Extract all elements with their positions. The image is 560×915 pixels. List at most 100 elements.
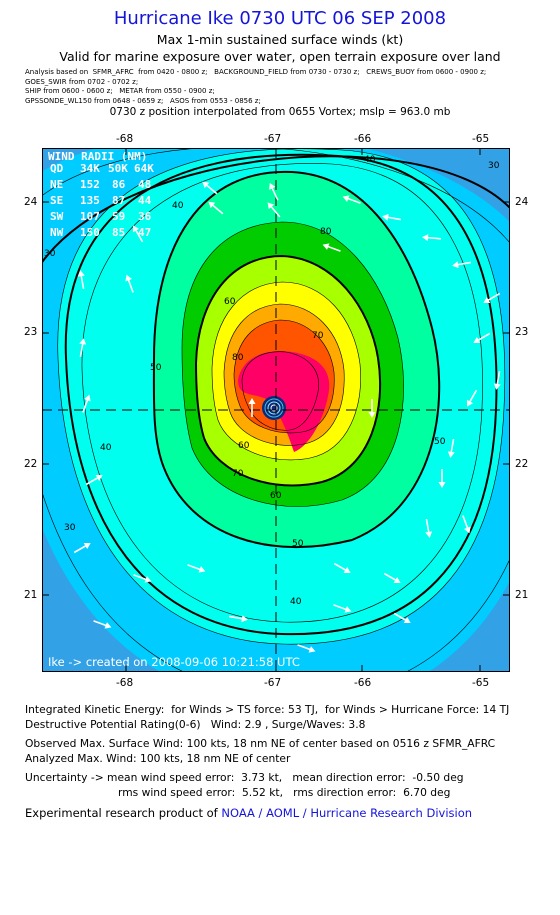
lon-tick-top: -68 xyxy=(116,133,134,145)
wind-arrow-head xyxy=(84,394,91,402)
wind-arrow-head xyxy=(452,261,459,269)
wind-arrow-head xyxy=(83,542,91,550)
wind-radii-cell: 44 xyxy=(138,194,152,207)
map-footer: Ike -> created on 2008-09-06 10:21:58 UT… xyxy=(48,655,300,669)
contour-label: 30 xyxy=(488,161,500,171)
wind-arrow xyxy=(269,182,279,201)
subtitle: Max 1-min sustained surface winds (kt) xyxy=(156,32,404,47)
wind-radii-cell: 85 xyxy=(112,226,125,239)
wind-arrow-head xyxy=(422,234,429,242)
wind-arrow-head xyxy=(425,531,433,538)
wind-arrow xyxy=(483,292,501,304)
wind-arrow xyxy=(79,338,87,358)
wind-arrow-head xyxy=(248,398,256,404)
wind-radii-cell: 107 xyxy=(80,210,100,223)
wind-arrow-head xyxy=(344,606,352,613)
wind-arrow xyxy=(393,612,411,624)
wind-arrow xyxy=(82,394,91,413)
wind-arrow xyxy=(466,389,478,407)
contour-line xyxy=(241,351,319,431)
wind-radii-cell: SW xyxy=(50,210,64,223)
wind-arrow xyxy=(447,438,455,458)
contour-label: 70 xyxy=(232,469,244,479)
wind-arrow-head xyxy=(473,336,481,344)
wind-arrow xyxy=(333,604,352,613)
wind-arrow xyxy=(85,474,103,486)
analysis-line: Analysis based on SFMR_AFRC from 0420 - … xyxy=(25,68,487,76)
wind-arrows xyxy=(73,181,501,653)
eye-core xyxy=(262,396,286,420)
wind-arrow xyxy=(333,562,351,574)
analysis-line: GPSSONDE_WL150 from 0648 - 0659 z; ASOS … xyxy=(25,96,261,105)
wind-arrow xyxy=(382,213,402,221)
wind-radii-col-header: 64K xyxy=(134,162,154,175)
lon-tick-bottom: -65 xyxy=(472,677,490,689)
wind-arrow xyxy=(73,542,91,554)
wind-arrow-head xyxy=(132,225,140,233)
contour-label: 40 xyxy=(364,155,376,165)
wind-radii-col-header: 34K xyxy=(80,162,100,175)
wind-arrow-head xyxy=(464,526,471,534)
wind-radii-cell: 150 xyxy=(80,226,100,239)
wind-arrow xyxy=(452,261,472,269)
wind-arrow xyxy=(202,181,218,195)
contour-line xyxy=(42,148,510,672)
uncertainty-rms-text: rms wind speed error: 5.52 kt, rms direc… xyxy=(118,786,451,799)
wind-arrow-head xyxy=(493,383,501,390)
wind-field-map: 40 30 30 40 40 50 50 50 60 60 70 70 80 8… xyxy=(42,148,510,672)
wind-arrow-head xyxy=(241,615,248,623)
wind-radii-col-header: QD xyxy=(50,162,64,175)
wind-arrow-head xyxy=(267,202,275,210)
contour-line xyxy=(57,148,506,645)
contour-line xyxy=(211,281,361,461)
wind-arrow xyxy=(342,195,361,204)
threshold-50kt-contour xyxy=(152,170,441,549)
contour-label: 50 xyxy=(434,437,446,447)
lat-tick-right: 23 xyxy=(515,326,529,338)
lat-tick-right: 21 xyxy=(515,589,529,601)
wind-arrow xyxy=(383,572,401,584)
lon-tick-top: -66 xyxy=(354,133,372,145)
wind-radii-cell: 135 xyxy=(80,194,100,207)
wind-radii-cell: NE xyxy=(50,178,63,191)
wind-arrow-head xyxy=(104,622,112,629)
uncertainty-mean-text: Uncertainty -> mean wind speed error: 3.… xyxy=(25,771,464,784)
page-title: Hurricane Ike 0730 UTC 06 SEP 2008 xyxy=(113,8,447,29)
wind-arrow-head xyxy=(208,201,216,209)
contour-label: 40 xyxy=(100,443,112,453)
analyzed-max-wind-text: Analyzed Max. Wind: 100 kts, 18 nm NE of… xyxy=(25,752,291,765)
wind-arrow xyxy=(438,469,446,488)
wind-radii-cell: 86 xyxy=(112,178,126,191)
wind-radii-cell: 48 xyxy=(138,178,151,191)
eye-ring xyxy=(264,398,284,418)
contour-label: 50 xyxy=(292,539,304,549)
ike-text: Integrated Kinetic Energy: for Winds > T… xyxy=(25,703,510,716)
wind-arrow xyxy=(462,515,471,534)
contour-label: 60 xyxy=(238,441,250,451)
wind-arrow-head xyxy=(144,576,152,583)
wind-arrow-head xyxy=(403,616,411,624)
wind-arrow xyxy=(297,644,316,653)
destructive-potential-text: Destructive Potential Rating(0-6) Wind: … xyxy=(25,718,366,731)
position-note: 0730 z position interpolated from 0655 V… xyxy=(109,106,451,118)
lat-tick-right: 24 xyxy=(515,196,529,208)
contour-label: 80 xyxy=(320,227,332,237)
eye-ring xyxy=(270,404,278,412)
wind-arrow-head xyxy=(308,646,316,653)
wind-radii-cell: 47 xyxy=(138,226,151,239)
lat-tick-left: 24 xyxy=(24,196,38,208)
wind-radii-header: WIND RADII (NM) xyxy=(48,150,147,163)
wind-arrow-head xyxy=(77,270,85,277)
wind-arrow-head xyxy=(438,482,446,488)
wind-arrow-head xyxy=(368,412,376,418)
contour-label: 30 xyxy=(64,523,76,533)
wind-radii-cell: 59 xyxy=(112,210,125,223)
lat-tick-right: 22 xyxy=(515,458,529,470)
lon-tick-bottom: -68 xyxy=(116,677,134,689)
wind-arrow xyxy=(187,564,206,573)
hrd-link[interactable]: NOAA / AOML / Hurricane Research Divisio… xyxy=(221,806,473,820)
frame-ticks xyxy=(42,148,510,672)
wind-arrow-head xyxy=(198,566,206,573)
observed-max-wind-text: Observed Max. Surface Wind: 100 kts, 18 … xyxy=(25,737,496,750)
wind-arrow xyxy=(228,615,248,623)
